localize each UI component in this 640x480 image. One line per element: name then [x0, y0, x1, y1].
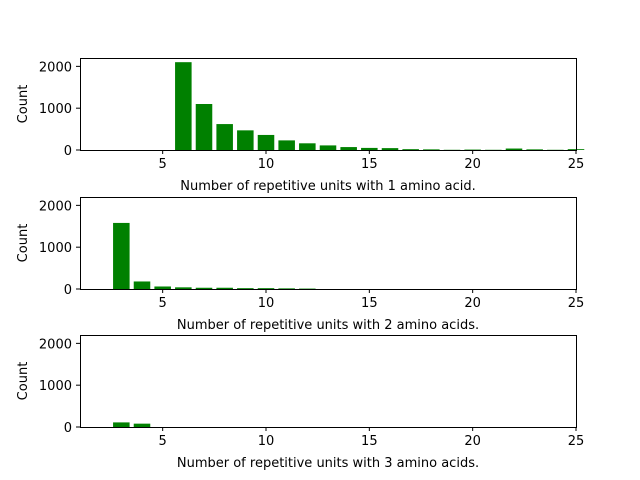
bar: [237, 288, 254, 289]
bar: [257, 134, 275, 150]
x-axis-label: Number of repetitive units with 3 amino …: [177, 456, 479, 471]
bar: [216, 124, 233, 150]
plot-frame: [80, 58, 577, 151]
x-tick-label: 10: [258, 434, 275, 449]
y-axis-label: Count: [16, 362, 31, 401]
bar: [402, 149, 419, 150]
bar: [195, 287, 213, 289]
x-tick-label: 20: [464, 296, 481, 311]
x-tick-label: 15: [361, 434, 378, 449]
bar: [361, 147, 378, 150]
x-tick-label: 10: [258, 296, 275, 311]
bar: [113, 222, 130, 289]
bar: [175, 287, 192, 289]
chart-panel-1: 5 10 15 20 25 0 1000 2000 Number of repetitive u…: [16, 58, 585, 194]
y-axis-label: Count: [16, 224, 31, 263]
bar: [299, 143, 316, 150]
y-tick-label: 1000: [39, 241, 72, 256]
y-tick-label: 0: [64, 283, 72, 298]
bar: [175, 62, 192, 150]
bar: [278, 288, 295, 289]
bar: [113, 422, 130, 427]
x-tick-label: 15: [361, 157, 378, 172]
x-tick-label: 25: [568, 157, 585, 172]
y-tick-label: 2000: [39, 337, 72, 352]
bar: [133, 423, 151, 427]
x-tick-label: 10: [258, 157, 275, 172]
x-tick-label: 25: [568, 296, 585, 311]
bar: [154, 286, 171, 289]
bar: [278, 140, 295, 150]
bar: [133, 281, 151, 289]
bar: [505, 148, 523, 150]
bar: [257, 288, 275, 289]
bar: [216, 287, 233, 289]
x-tick-label: 20: [464, 434, 481, 449]
bar: [319, 145, 337, 150]
chart-panel-2: 5 10 15 20 25 0 1000 2000 Number of repetitive u…: [16, 197, 585, 333]
y-axis-label: Count: [16, 85, 31, 124]
plot-frame: [80, 197, 577, 290]
bar: [423, 149, 440, 150]
bar: [381, 148, 399, 150]
x-tick-label: 20: [464, 157, 481, 172]
y-tick-label: 1000: [39, 102, 72, 117]
chart-panel-3: 5 10 15 20 25 0 1000 2000 Number of repetitive u…: [16, 335, 585, 471]
x-tick-label: 25: [568, 434, 585, 449]
bar: [340, 147, 357, 150]
bar: [526, 149, 543, 150]
plot-frame: [80, 335, 577, 428]
y-tick-label: 2000: [39, 60, 72, 75]
y-tick-label: 2000: [39, 199, 72, 214]
bar: [195, 104, 213, 150]
x-tick-label: 5: [159, 157, 167, 172]
bar: [237, 130, 254, 150]
x-tick-label: 5: [159, 434, 167, 449]
x-tick-label: 5: [159, 296, 167, 311]
y-tick-label: 1000: [39, 379, 72, 394]
y-tick-label: 0: [64, 144, 72, 159]
x-tick-label: 15: [361, 296, 378, 311]
x-axis-label: Number of repetitive units with 2 amino …: [177, 318, 479, 333]
y-tick-label: 0: [64, 421, 72, 436]
x-axis-label: Number of repetitive units with 1 amino …: [180, 179, 475, 194]
